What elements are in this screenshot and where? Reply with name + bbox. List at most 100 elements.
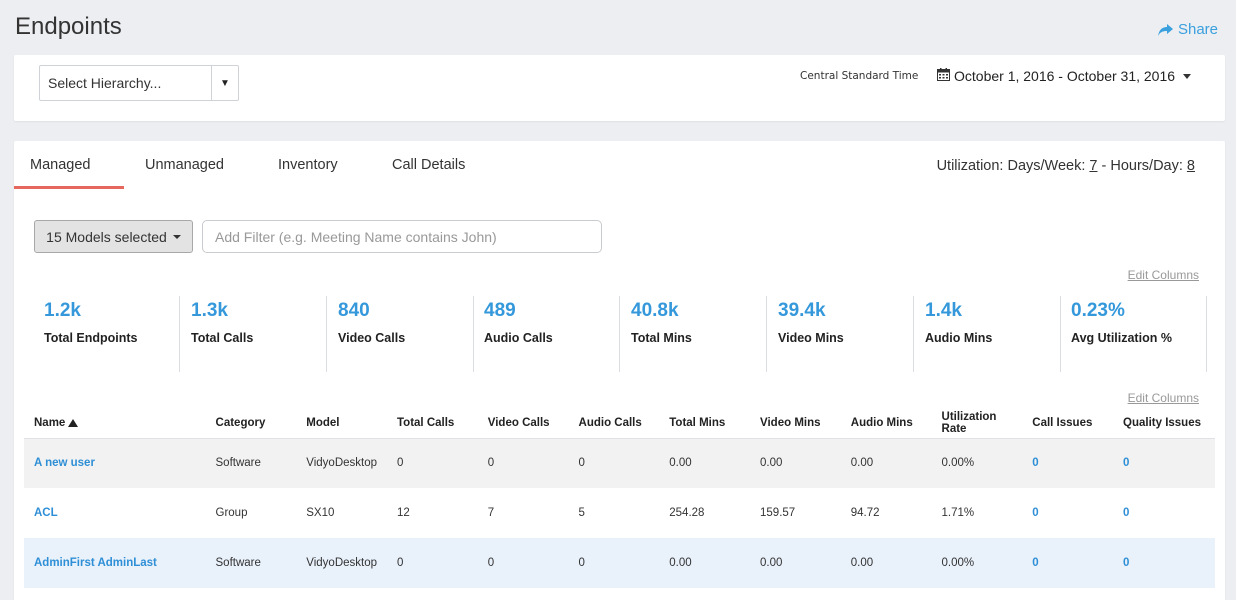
stat-label: Total Mins bbox=[631, 331, 692, 345]
column-header-audio-calls[interactable]: Audio Calls bbox=[568, 408, 660, 439]
cell-total-calls: 12 bbox=[387, 488, 478, 538]
column-header-utilization-rate[interactable]: Utilization Rate bbox=[931, 408, 1023, 439]
quality-issues-link[interactable]: 0 bbox=[1123, 557, 1130, 569]
column-header-call-issues[interactable]: Call Issues bbox=[1022, 408, 1114, 439]
cell-audio-calls: 5 bbox=[568, 488, 660, 538]
stat-label: Audio Mins bbox=[925, 331, 993, 345]
call-issues-link[interactable]: 0 bbox=[1032, 457, 1039, 470]
table-row[interactable]: AdminFirst AdminLast Software VidyoDeskt… bbox=[24, 538, 1215, 588]
stat-label: Video Mins bbox=[778, 331, 844, 345]
cell-category: Group bbox=[205, 488, 297, 538]
cell-video-calls: 7 bbox=[477, 488, 569, 538]
tab-managed[interactable]: Managed bbox=[30, 157, 91, 173]
endpoint-name-link[interactable]: A new user bbox=[34, 457, 95, 470]
cell-total-mins: 0.00 bbox=[659, 438, 751, 488]
cell-category: Software bbox=[205, 438, 297, 488]
cell-total-calls: 0 bbox=[387, 438, 478, 488]
caret-down-icon bbox=[1183, 73, 1192, 79]
cell-model: VidyoDesktop bbox=[296, 438, 388, 488]
stat-video-calls: 840 Video Calls bbox=[328, 296, 474, 372]
column-header-audio-mins[interactable]: Audio Mins bbox=[840, 408, 932, 439]
stat-value: 40.8k bbox=[631, 300, 679, 321]
stat-label: Total Endpoints bbox=[44, 331, 138, 345]
column-header-name[interactable]: Name bbox=[24, 408, 206, 439]
edit-columns-link[interactable]: Edit Columns bbox=[1127, 268, 1199, 282]
caret-down-icon bbox=[172, 234, 181, 239]
column-header-total-mins[interactable]: Total Mins bbox=[659, 408, 751, 439]
stat-value: 1.3k bbox=[191, 300, 228, 321]
quality-issues-link[interactable]: 0 bbox=[1123, 457, 1130, 470]
date-range-text: October 1, 2016 - October 31, 2016 bbox=[954, 68, 1176, 84]
table-row[interactable]: A new user Software VidyoDesktop 0 0 0 0… bbox=[24, 438, 1215, 488]
column-header-video-mins[interactable]: Video Mins bbox=[750, 408, 841, 439]
utilization-settings: Utilization: Days/Week: 7 - Hours/Day: 8 bbox=[937, 158, 1195, 174]
cell-model: SX10 bbox=[296, 488, 388, 538]
stat-total-calls: 1.3k Total Calls bbox=[181, 296, 327, 372]
cell-audio-mins: 94.72 bbox=[840, 488, 932, 538]
stat-label: Video Calls bbox=[338, 331, 406, 345]
models-select-label: 15 Models selected bbox=[46, 228, 167, 245]
cell-utilization-rate: 0.00% bbox=[931, 538, 1023, 588]
cell-category: Software bbox=[205, 538, 297, 588]
cell-utilization-rate: 0.00% bbox=[931, 438, 1023, 488]
stat-label: Audio Calls bbox=[484, 331, 553, 345]
models-select-button[interactable]: 15 Models selected bbox=[34, 220, 193, 253]
utilization-hours-label: - Hours/Day: bbox=[1097, 158, 1187, 174]
cell-video-mins: 0.00 bbox=[750, 438, 841, 488]
endpoint-name-link[interactable]: ACL bbox=[34, 507, 58, 519]
days-per-week-link[interactable]: 7 bbox=[1089, 158, 1098, 174]
quality-issues-link[interactable]: 0 bbox=[1123, 507, 1130, 519]
column-header-quality-issues[interactable]: Quality Issues bbox=[1113, 408, 1215, 439]
call-issues-link[interactable]: 0 bbox=[1032, 557, 1039, 569]
tab-inventory[interactable]: Inventory bbox=[278, 157, 338, 173]
sort-ascending-icon bbox=[68, 418, 79, 427]
column-header-category[interactable]: Category bbox=[205, 408, 297, 439]
timezone-label: Central Standard Time bbox=[800, 70, 919, 82]
column-header-video-calls[interactable]: Video Calls bbox=[477, 408, 569, 439]
cell-model: VidyoDesktop bbox=[296, 538, 388, 588]
stat-avg-utilization: 0.23% Avg Utilization % bbox=[1061, 296, 1207, 372]
share-label: Share bbox=[1177, 21, 1218, 38]
tab-unmanaged[interactable]: Unmanaged bbox=[145, 157, 224, 173]
date-range-picker[interactable]: October 1, 2016 - October 31, 2016 bbox=[937, 68, 1192, 84]
cell-total-calls: 0 bbox=[387, 538, 478, 588]
dropdown-triangle-icon[interactable]: ▼ bbox=[211, 66, 238, 100]
cell-video-mins: 159.57 bbox=[750, 488, 841, 538]
cell-video-calls: 0 bbox=[477, 438, 569, 488]
edit-columns-link[interactable]: Edit Columns bbox=[1127, 391, 1199, 405]
cell-utilization-rate: 1.71% bbox=[931, 488, 1023, 538]
cell-audio-mins: 0.00 bbox=[840, 438, 932, 488]
utilization-days-label: Utilization: Days/Week: bbox=[936, 158, 1090, 174]
table-header-row: Name Category Model Total Calls Video Ca… bbox=[24, 408, 1215, 439]
cell-video-mins: 0.00 bbox=[750, 538, 841, 588]
endpoint-name-link[interactable]: AdminFirst AdminLast bbox=[34, 557, 157, 569]
stat-value: 489 bbox=[484, 300, 516, 321]
stat-audio-calls: 489 Audio Calls bbox=[474, 296, 620, 372]
stat-value: 1.4k bbox=[925, 300, 962, 321]
summary-stats: 1.2k Total Endpoints 1.3k Total Calls 84… bbox=[34, 296, 1207, 372]
hierarchy-select-text: Select Hierarchy... bbox=[48, 75, 162, 91]
add-filter-input[interactable] bbox=[202, 220, 602, 253]
stat-audio-mins: 1.4k Audio Mins bbox=[915, 296, 1061, 372]
hierarchy-select[interactable]: Select Hierarchy... ▼ bbox=[39, 65, 239, 101]
stat-label: Total Calls bbox=[191, 331, 254, 345]
stat-total-mins: 40.8k Total Mins bbox=[621, 296, 767, 372]
share-button[interactable]: Share bbox=[1157, 21, 1218, 38]
endpoints-table: Name Category Model Total Calls Video Ca… bbox=[24, 408, 1215, 588]
cell-audio-mins: 0.00 bbox=[840, 538, 932, 588]
active-tab-indicator bbox=[14, 186, 124, 189]
stat-video-mins: 39.4k Video Mins bbox=[768, 296, 914, 372]
cell-total-mins: 0.00 bbox=[659, 538, 751, 588]
tab-call-details[interactable]: Call Details bbox=[392, 157, 466, 173]
hours-per-day-link[interactable]: 8 bbox=[1186, 158, 1195, 174]
cell-video-calls: 0 bbox=[477, 538, 569, 588]
call-issues-link[interactable]: 0 bbox=[1032, 507, 1039, 519]
endpoints-panel: Managed Unmanaged Inventory Call Details… bbox=[14, 141, 1225, 600]
column-header-model[interactable]: Model bbox=[296, 408, 388, 439]
share-icon bbox=[1157, 23, 1173, 36]
table-row[interactable]: ACL Group SX10 12 7 5 254.28 159.57 94.7… bbox=[24, 488, 1215, 538]
cell-audio-calls: 0 bbox=[568, 438, 660, 488]
stat-value: 840 bbox=[338, 300, 370, 321]
stat-value: 1.2k bbox=[44, 300, 81, 321]
column-header-total-calls[interactable]: Total Calls bbox=[387, 408, 478, 439]
